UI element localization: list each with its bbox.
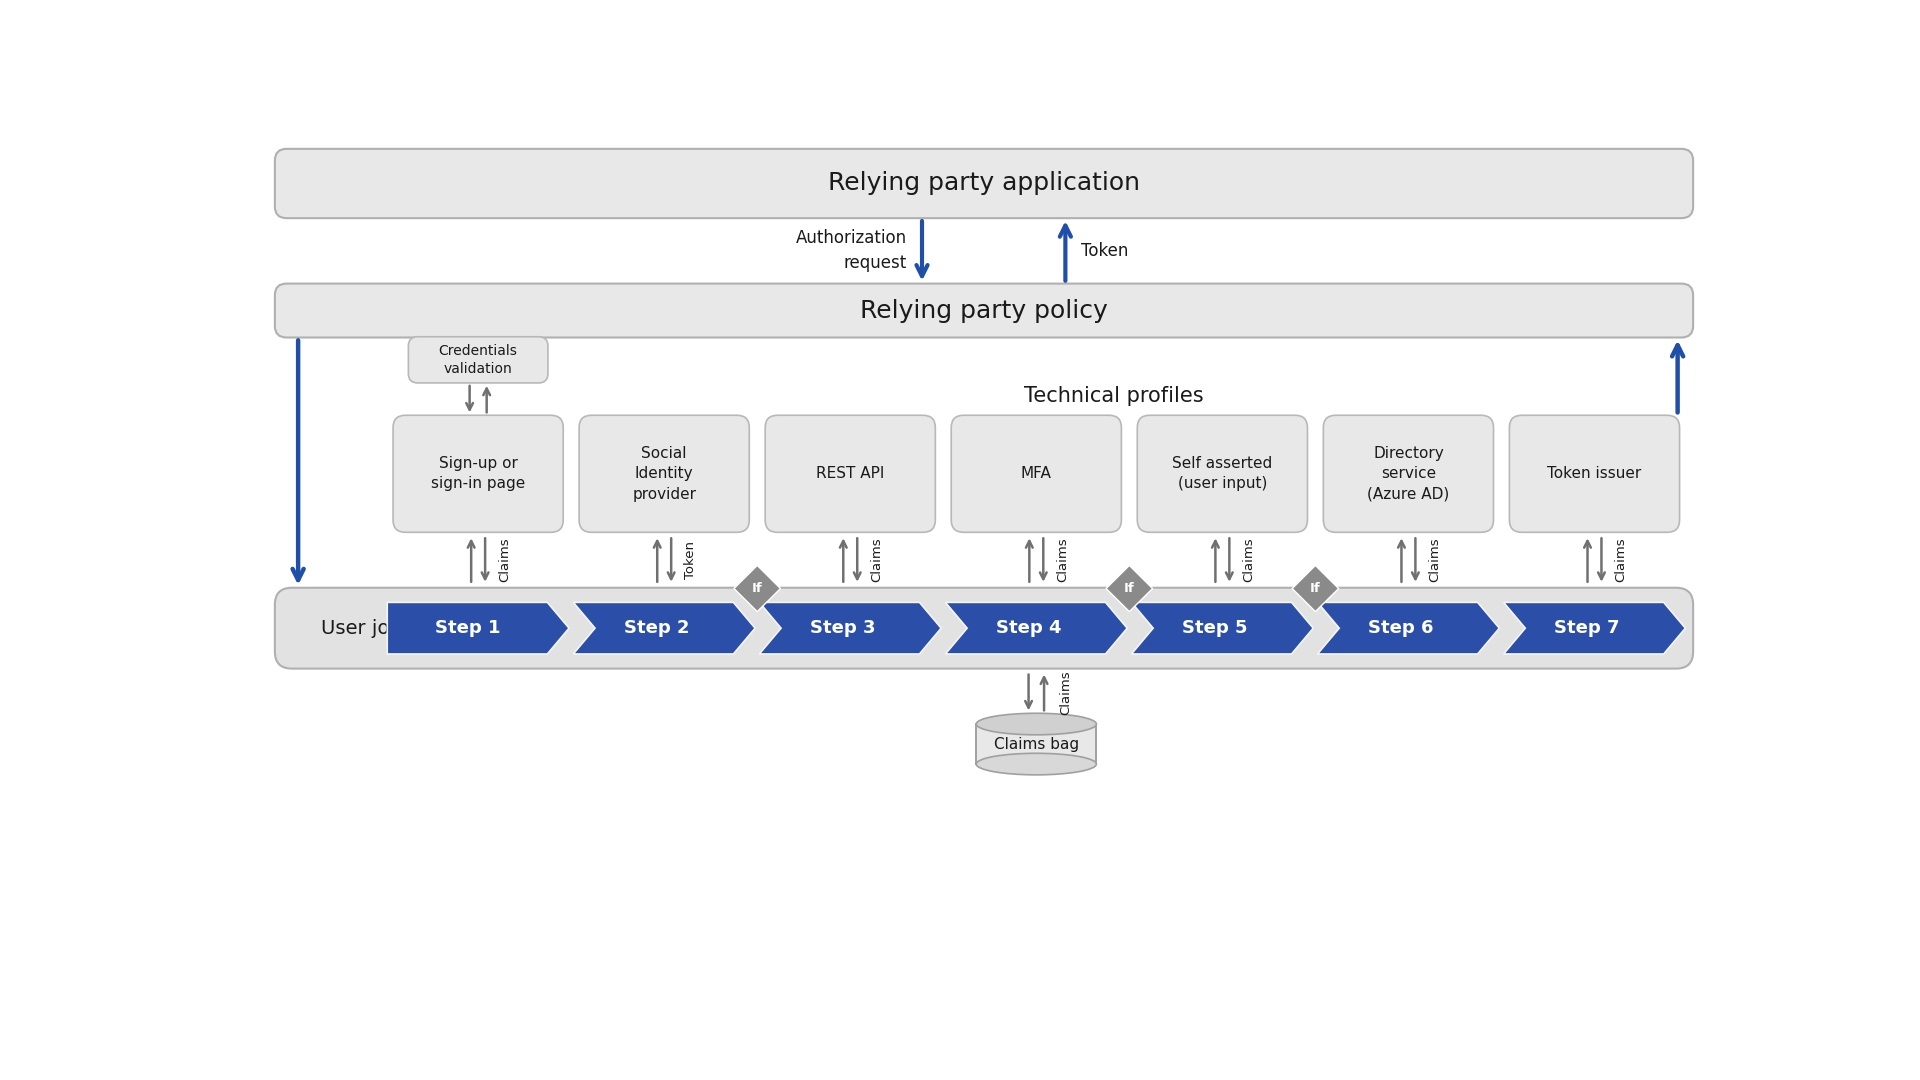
Text: Authorization
request: Authorization request (795, 229, 906, 272)
Text: Step 5: Step 5 (1183, 619, 1248, 637)
FancyBboxPatch shape (409, 337, 547, 383)
Text: Token: Token (1081, 242, 1129, 260)
Text: Claims: Claims (870, 538, 883, 582)
Polygon shape (975, 724, 1096, 764)
Text: Directory
service
(Azure AD): Directory service (Azure AD) (1367, 446, 1450, 502)
Text: Claims: Claims (1615, 538, 1628, 582)
Text: Claims: Claims (1428, 538, 1442, 582)
Text: User journey: User journey (321, 619, 445, 637)
FancyBboxPatch shape (766, 416, 935, 532)
Text: Relying party policy: Relying party policy (860, 298, 1108, 323)
Text: Claims bag: Claims bag (995, 737, 1079, 752)
FancyBboxPatch shape (275, 284, 1693, 338)
Text: Relying party application: Relying party application (828, 172, 1140, 195)
FancyBboxPatch shape (394, 416, 563, 532)
Text: Step 1: Step 1 (434, 619, 499, 637)
FancyBboxPatch shape (950, 416, 1121, 532)
Polygon shape (1503, 603, 1686, 654)
Text: Credentials
validation: Credentials validation (438, 343, 518, 376)
Text: Step 2: Step 2 (624, 619, 689, 637)
Polygon shape (574, 603, 755, 654)
Text: Step 3: Step 3 (810, 619, 876, 637)
FancyBboxPatch shape (1323, 416, 1494, 532)
Text: Token: Token (684, 541, 697, 579)
Text: REST API: REST API (816, 467, 885, 482)
Text: Technical profiles: Technical profiles (1023, 386, 1204, 406)
FancyBboxPatch shape (1137, 416, 1308, 532)
Text: Step 6: Step 6 (1369, 619, 1434, 637)
Text: Claims: Claims (1242, 538, 1256, 582)
Polygon shape (1131, 603, 1313, 654)
Text: Step 4: Step 4 (996, 619, 1062, 637)
Text: Sign-up or
sign-in page: Sign-up or sign-in page (430, 456, 526, 491)
Polygon shape (388, 603, 568, 654)
Ellipse shape (975, 713, 1096, 734)
Polygon shape (1317, 603, 1500, 654)
Text: If: If (753, 582, 762, 595)
Text: Token issuer: Token issuer (1548, 467, 1642, 482)
FancyBboxPatch shape (580, 416, 749, 532)
Polygon shape (760, 603, 941, 654)
Polygon shape (733, 566, 780, 611)
FancyBboxPatch shape (1509, 416, 1680, 532)
Polygon shape (945, 603, 1127, 654)
Text: Claims: Claims (1056, 538, 1069, 582)
FancyBboxPatch shape (275, 588, 1693, 669)
Polygon shape (1292, 566, 1338, 611)
Text: If: If (1309, 582, 1321, 595)
Text: MFA: MFA (1021, 467, 1052, 482)
Text: Claims: Claims (499, 538, 511, 582)
Text: If: If (1123, 582, 1135, 595)
FancyBboxPatch shape (275, 149, 1693, 218)
Ellipse shape (975, 754, 1096, 774)
Polygon shape (1106, 566, 1152, 611)
Text: Social
Identity
provider: Social Identity provider (632, 446, 697, 502)
Text: Step 7: Step 7 (1553, 619, 1620, 637)
Text: Claims: Claims (1060, 671, 1073, 715)
Text: Self asserted
(user input): Self asserted (user input) (1173, 456, 1273, 491)
